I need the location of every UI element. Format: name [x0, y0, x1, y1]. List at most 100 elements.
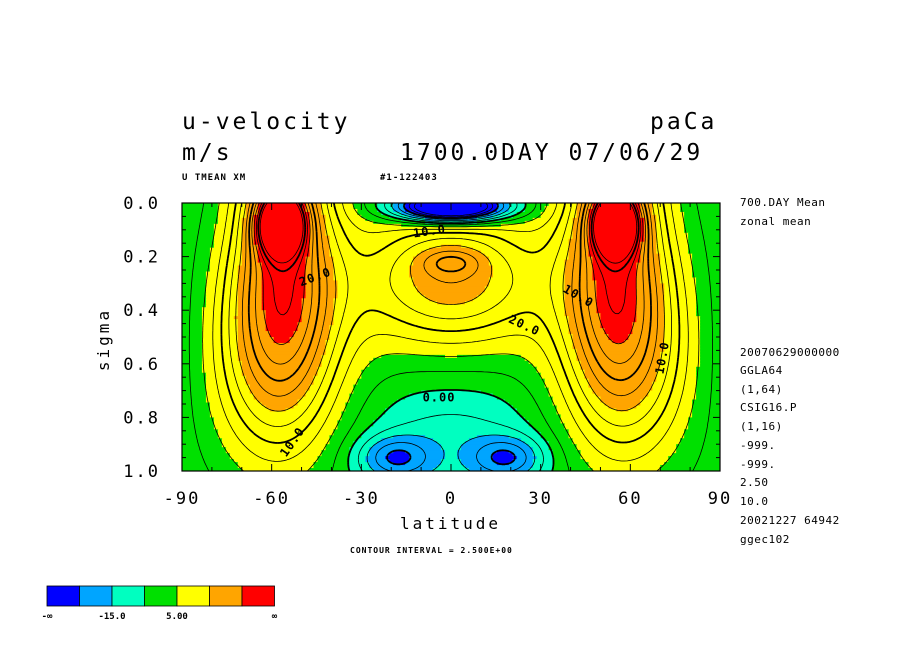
contour-fill-cell	[182, 387, 207, 392]
contour-fill-cell	[261, 298, 303, 302]
contour-fill-cell	[433, 438, 470, 442]
contour-fill-cell	[241, 226, 255, 231]
contour-fill-cell	[349, 459, 366, 463]
contour-fill-cell	[305, 265, 335, 270]
x-tick-label: 60	[618, 489, 642, 509]
contour-fill-cell	[696, 393, 720, 398]
contour-fill-cell	[305, 256, 335, 261]
contour-fill-cell	[201, 328, 239, 332]
contour-fill-cell	[600, 313, 637, 317]
contour-fill-cell	[389, 459, 410, 463]
contour-fill-cell	[496, 450, 510, 454]
contour-fill-cell	[182, 289, 207, 293]
contour-fill-cell	[182, 420, 215, 424]
contour-fill-cell	[201, 345, 239, 350]
contour-fill-cell	[592, 277, 637, 282]
colorbar-label: -15.0	[98, 612, 125, 622]
contour-fill-cell	[492, 214, 514, 219]
contour-fill-cell	[241, 229, 255, 234]
contour-fill-cell	[656, 214, 685, 219]
contour-fill-cell	[389, 405, 514, 410]
contour-fill-cell	[333, 310, 566, 314]
contour-fill-cell	[580, 450, 677, 454]
contour-fill-cell	[321, 211, 358, 216]
contour-fill-cell	[309, 387, 354, 392]
colorbar-label: -∞	[42, 612, 53, 622]
contour-fill-cell	[508, 208, 526, 213]
contour-fill-cell	[596, 301, 637, 305]
contour-fill-cell	[293, 331, 331, 335]
contour-fill-cell	[253, 393, 307, 398]
contour-fill-cell	[182, 423, 215, 427]
contour-fill-cell	[484, 253, 570, 258]
contour-fill-cell	[692, 253, 720, 258]
contour-fill-cell	[596, 283, 637, 287]
contour-fill-cell	[261, 286, 307, 290]
contour-fill-cell	[644, 226, 657, 231]
contour-fill-cell	[572, 342, 665, 347]
contour-fill-cell	[249, 384, 311, 389]
contour-fill-cell	[329, 253, 418, 258]
contour-fill-cell	[237, 322, 267, 326]
contour-fill-cell	[592, 387, 653, 392]
contour-fill-cell	[237, 354, 323, 359]
contour-fill-cell	[524, 441, 550, 445]
contour-fill-cell	[468, 468, 530, 471]
contour-fill-cell	[664, 310, 697, 314]
contour-fill-cell	[596, 295, 637, 299]
contour-fill-cell	[321, 360, 370, 365]
contour-fill-cell	[201, 354, 239, 359]
contour-fill-cell	[337, 280, 414, 284]
contour-fill-cell	[182, 337, 203, 341]
contour-fill-cell	[325, 217, 366, 222]
contour-label: 0.00	[423, 390, 456, 404]
contour-fill-cell	[405, 450, 446, 454]
contour-fill-cell	[237, 307, 263, 311]
contour-fill-cell	[540, 214, 578, 219]
contour-fill-cell	[217, 432, 335, 436]
contour-fill-cell	[182, 357, 203, 362]
contour-fill-cell	[696, 295, 720, 299]
contour-fill-cell	[253, 217, 311, 222]
contour-fill-cell	[349, 447, 370, 451]
contour-fill-cell	[217, 217, 243, 222]
contour-fill-cell	[205, 274, 239, 279]
contour-fill-cell	[413, 262, 490, 267]
contour-fill-cell	[684, 435, 720, 439]
contour-fill-cell	[305, 390, 354, 395]
contour-fill-cell	[544, 378, 590, 383]
contour-fill-cell	[257, 203, 307, 207]
contour-fill-cell	[329, 337, 574, 341]
contour-fill-cell	[201, 319, 239, 323]
subtitle-mid: #1-122403	[380, 173, 438, 183]
contour-fill-cell	[182, 217, 219, 222]
contour-fill-cell	[592, 468, 661, 471]
contour-fill-cell	[664, 348, 701, 353]
contour-fill-cell	[241, 262, 263, 267]
contour-fill-cell	[656, 232, 689, 237]
contour-fill-cell	[213, 229, 243, 234]
contour-fill-cell	[640, 205, 653, 210]
contour-fill-cell	[393, 402, 510, 407]
contour-fill-cell	[217, 214, 247, 219]
contour-fill-cell	[680, 441, 720, 445]
contour-fill-cell	[500, 217, 534, 222]
contour-fill-cell	[660, 465, 720, 469]
contour-fill-cell	[632, 322, 665, 326]
contour-fill-cell	[261, 292, 307, 296]
contour-fill-cell	[253, 223, 311, 228]
contour-fill-cell	[656, 226, 685, 231]
contour-fill-cell	[488, 256, 570, 261]
contour-fill-cell	[612, 339, 625, 344]
contour-fill-cell	[182, 265, 211, 270]
contour-fill-cell	[249, 387, 311, 392]
contour-fill-cell	[492, 393, 550, 398]
contour-fill-cell	[588, 465, 661, 469]
contour-fill-cell	[568, 247, 590, 252]
contour-fill-cell	[544, 205, 578, 210]
contour-line	[212, 203, 689, 462]
contour-fill-cell	[592, 203, 641, 207]
contour-fill-cell	[664, 289, 697, 293]
contour-fill-cell	[692, 256, 720, 261]
contour-fill-cell	[309, 214, 327, 219]
